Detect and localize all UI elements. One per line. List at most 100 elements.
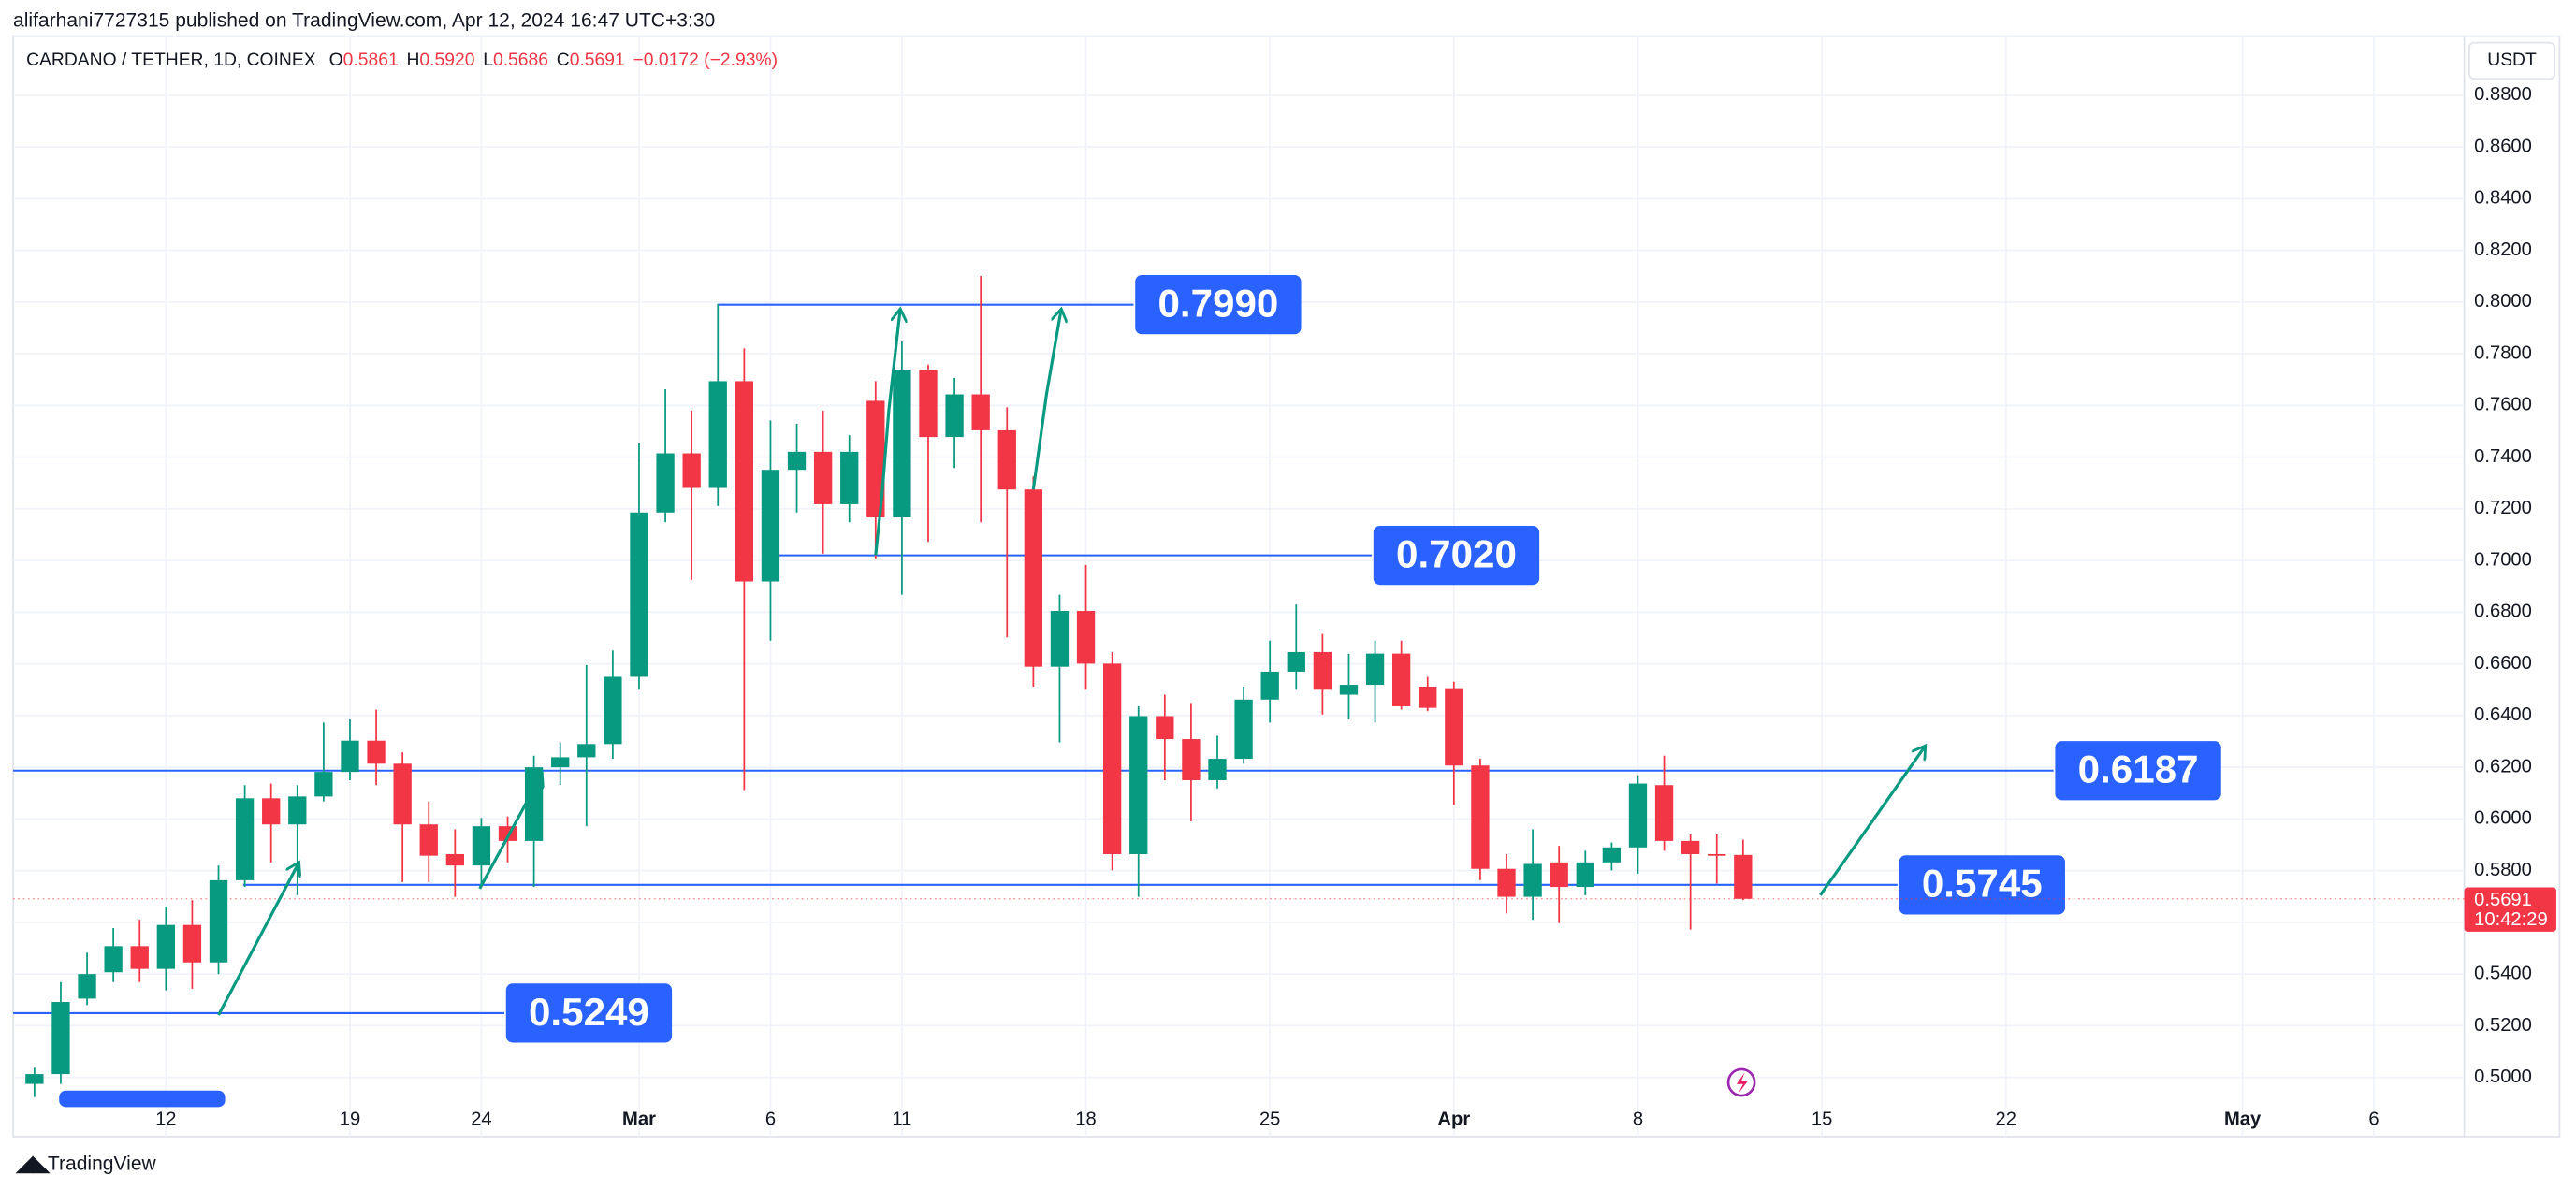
candles (25, 275, 1753, 1097)
arrow (478, 774, 543, 890)
y-tick-label: 0.5200 (2474, 1015, 2532, 1036)
candle-body (1339, 685, 1359, 695)
y-tick-label: 0.8800 (2474, 84, 2532, 105)
grid (13, 36, 2465, 1137)
partial-label (59, 1090, 226, 1108)
candle-body (1182, 739, 1201, 780)
candle-body (472, 826, 491, 866)
candle-body (1471, 765, 1490, 869)
arrow (1819, 746, 1925, 896)
level-label-box (1373, 526, 1540, 586)
x-tick-label: 19 (340, 1110, 360, 1130)
candle-body (787, 451, 807, 471)
last-price-box (2464, 887, 2556, 932)
candle-body (656, 453, 675, 513)
x-tick-label: 15 (1812, 1110, 1832, 1130)
last-price-label: 0.5691 (2474, 890, 2532, 910)
currency: USDT (2487, 51, 2537, 70)
level-label-box (1135, 275, 1302, 335)
legend-value: 0.5686 (493, 51, 548, 70)
candle-body (445, 853, 464, 866)
y-tick-label: 0.6400 (2474, 704, 2532, 725)
candle-body (840, 451, 859, 504)
candle-body (1234, 699, 1253, 760)
candle-body (708, 381, 727, 488)
candle-body (288, 796, 307, 825)
candle-body (945, 394, 964, 438)
arrows (217, 309, 1926, 1016)
candle-body (78, 974, 96, 999)
level-label-box (1899, 855, 2065, 915)
candle-body (1102, 663, 1122, 854)
legend-key: O (329, 51, 343, 70)
x-tick-label: 12 (155, 1110, 176, 1130)
candle-body (866, 400, 885, 518)
chart-frame (12, 35, 2561, 1138)
candle-body (1681, 840, 1700, 854)
candle-body (1445, 688, 1463, 766)
legend-value: 0.5920 (419, 51, 474, 70)
legend: CARDANO / TETHER, 1D, COINEX O0.5861 H0.59… (26, 51, 778, 70)
x-tick-label: 25 (1259, 1110, 1280, 1130)
legend-key: C (557, 51, 570, 70)
alert-icon-bolt (1736, 1072, 1749, 1095)
candle-body (209, 879, 228, 963)
candle-body (1287, 651, 1305, 672)
legend-key: L (483, 51, 493, 70)
arrow (217, 863, 299, 1016)
x-tick-label: 18 (1075, 1110, 1096, 1130)
y-tick-label: 0.6600 (2474, 653, 2532, 674)
y-tick-label: 0.6200 (2474, 756, 2532, 776)
currency-box[interactable] (2467, 41, 2556, 80)
candle-body (51, 1002, 70, 1075)
candle-body (1550, 862, 1568, 888)
x-tick-label: Apr (1437, 1110, 1470, 1130)
y-tick-label: 0.8000 (2474, 291, 2532, 312)
candle-body (314, 772, 333, 797)
y-tick-label: 0.7400 (2474, 446, 2532, 467)
y-tick-label: 0.6000 (2474, 808, 2532, 829)
candle-body (1365, 653, 1385, 686)
y-tick-label: 0.7200 (2474, 498, 2532, 518)
x-tick-label: 6 (765, 1110, 776, 1130)
candle-body (25, 1074, 44, 1084)
candle-body (551, 757, 570, 768)
candle-body (1260, 671, 1279, 700)
candle-body (735, 381, 754, 582)
candle-body (682, 453, 701, 488)
alert-icon[interactable] (1726, 1067, 1756, 1097)
y-tick-label: 0.8200 (2474, 239, 2532, 260)
levels: 0.7990 0.7020 0.6187 0.5745 0.5249 (13, 275, 2465, 1043)
candle-body (235, 798, 255, 880)
candle-body (1576, 862, 1594, 888)
candle-body (1708, 853, 1726, 856)
level-label: 0.7990 (1157, 282, 1278, 326)
candle-body (1497, 868, 1516, 897)
x-tick-label: May (2224, 1110, 2262, 1130)
x-tick-label: Mar (622, 1110, 656, 1130)
y-tick-label: 0.7000 (2474, 549, 2532, 570)
x-tick-label: 24 (471, 1110, 491, 1130)
level-label: 0.7020 (1396, 532, 1517, 576)
axes: 0.50000.52000.54000.56000.58000.60000.62… (155, 84, 2556, 1130)
y-tick-label: 0.8400 (2474, 188, 2532, 209)
y-tick-label: 0.5800 (2474, 860, 2532, 880)
candle-body (419, 824, 438, 856)
candle-body (341, 740, 359, 773)
candle-body (1523, 863, 1542, 897)
candle-body (1156, 716, 1174, 740)
candle-body (393, 763, 412, 825)
candle-body (156, 924, 175, 969)
level-label: 0.5249 (529, 990, 649, 1034)
y-tick-label: 0.7600 (2474, 395, 2532, 415)
candle-body (104, 946, 123, 973)
candle-body (1419, 686, 1437, 708)
arrow (1031, 309, 1061, 490)
candle-body (997, 429, 1016, 490)
candle-body (1628, 783, 1648, 848)
x-tick-label: 22 (1996, 1110, 2016, 1130)
legend-value: 0.5691 (570, 51, 625, 70)
candle-body (630, 512, 648, 677)
x-tick-label: 8 (1633, 1110, 1643, 1130)
